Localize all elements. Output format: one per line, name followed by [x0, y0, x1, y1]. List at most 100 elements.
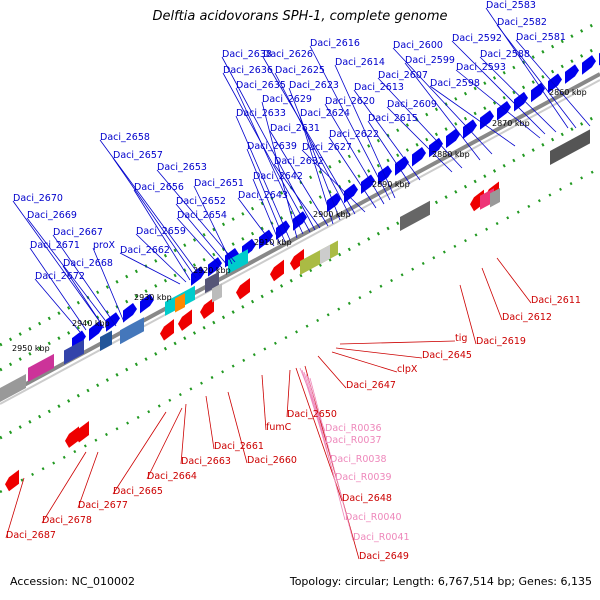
leader-line	[261, 101, 298, 239]
reverse-gene-arrow	[160, 319, 174, 341]
forward-gene-label: Daci_2657	[113, 150, 163, 161]
feature-block	[300, 240, 338, 275]
scale-tick-label: 2900 kbp	[313, 210, 351, 219]
leader-line	[156, 169, 236, 263]
forward-gene-arrow	[463, 119, 477, 139]
feature-block	[64, 339, 84, 365]
forward-gene-label: Daci_2582	[497, 17, 547, 28]
leader-line	[496, 257, 532, 304]
leader-line	[112, 157, 197, 279]
scale-tick-label: 2910 kbp	[254, 238, 292, 247]
forward-gene-arrow	[361, 174, 375, 195]
leader-line	[112, 411, 167, 495]
feature-block	[490, 188, 500, 208]
forward-gene-label: Daci_2588	[480, 49, 530, 60]
leader-line	[26, 217, 109, 325]
rna-gene-label: Daci_R0036	[325, 423, 382, 434]
reverse-gene-label: Daci_2677	[78, 500, 128, 511]
forward-gene-label: Daci_2643	[238, 190, 288, 201]
leader-line	[481, 267, 503, 321]
leader-line	[324, 103, 385, 205]
scale-tick-label: 2870 kbp	[492, 119, 530, 128]
leader-line	[176, 217, 223, 269]
forward-gene-label: Daci_2653	[157, 162, 207, 173]
rna-gene-label: Daci_R0037	[325, 435, 382, 446]
reverse-gene-label: Daci_2647	[346, 380, 396, 391]
forward-gene-arrow	[531, 82, 545, 103]
forward-gene-arrow	[123, 303, 137, 323]
forward-gene-label: Daci_2651	[194, 178, 244, 189]
leader-line	[252, 178, 281, 245]
leader-line	[227, 391, 248, 464]
forward-gene-label: Daci_2627	[302, 142, 352, 153]
forward-gene-label: Daci_2631	[270, 123, 320, 134]
topology-label: Topology: circular; Length: 6,767,514 bp…	[289, 575, 592, 588]
leader-line	[377, 77, 463, 169]
forward-gene-arrow	[446, 128, 460, 149]
forward-gene-arrow	[191, 266, 205, 286]
leader-line	[133, 189, 191, 281]
leader-line	[237, 197, 275, 247]
forward-gene-arrow	[548, 73, 562, 94]
leader-line	[262, 56, 356, 215]
forward-gene-arrow	[140, 293, 154, 314]
feature-block	[175, 293, 185, 313]
forward-gene-label: Daci_2598	[430, 78, 480, 89]
reverse-gene-label: Daci_2611	[531, 295, 581, 306]
leader-lines-layer	[5, 7, 591, 560]
forward-gene-label: Daci_2593	[456, 62, 506, 73]
forward-gene-arrow	[89, 321, 103, 341]
feature-block	[228, 249, 248, 274]
forward-gene-label: Daci_2635	[236, 80, 286, 91]
gene-labels-layer: 2860 kbp 2870 kbp 2880 kbp 2890 kbp 2900 kbp…	[6, 0, 587, 562]
genome-title: Delftia acidovorans SPH-1, complete geno…	[152, 9, 448, 24]
forward-gene-label: Daci_2623	[289, 80, 339, 91]
leader-line	[205, 395, 215, 450]
leader-line	[496, 24, 577, 129]
rna-gene-label: Daci_R0040	[345, 512, 402, 523]
forward-gene-arrow	[395, 156, 409, 176]
forward-gene-label: Daci_2622	[329, 129, 379, 140]
scale-tick-label: 2930 kbp	[134, 293, 172, 302]
leader-line	[235, 87, 304, 235]
leader-line	[193, 185, 233, 265]
leader-line	[62, 265, 105, 329]
forward-gene-label: Daci_2654	[177, 210, 227, 221]
reverse-gene-label: Daci_2678	[42, 515, 92, 526]
leader-line	[479, 56, 557, 133]
leader-line	[12, 200, 101, 323]
feature-block	[0, 373, 26, 402]
reverse-gene-label: clpX	[397, 364, 418, 375]
leader-line	[459, 284, 477, 345]
leader-line	[288, 87, 341, 221]
forward-gene-arrow	[344, 183, 358, 204]
scale-tick-label: 2940 kbp	[72, 319, 110, 328]
reverse-gene-arrow	[236, 278, 250, 300]
leader-line	[339, 340, 456, 345]
forward-gene-label: Daci_2668	[63, 258, 113, 269]
leader-line	[334, 64, 396, 199]
forward-gene-label: Daci_2662	[120, 245, 170, 256]
forward-gene-label: Daci_2633	[236, 108, 286, 119]
leader-line	[29, 247, 87, 331]
reverse-gene-arrow	[178, 309, 192, 331]
reverse-gene-label: Daci_2648	[342, 493, 392, 504]
leader-line	[301, 149, 366, 213]
scale-tick-label: 2950 kbp	[12, 344, 50, 353]
reverse-gene-label: Daci_2660	[247, 455, 297, 466]
leader-line	[367, 120, 411, 185]
forward-gene-label: proX	[93, 240, 116, 251]
forward-gene-label: Daci_2638	[222, 49, 272, 60]
leader-line	[404, 62, 481, 161]
leader-line	[34, 278, 81, 333]
forward-gene-label: Daci_2632	[274, 156, 324, 167]
reverse-gene-label: Daci_2612	[502, 312, 552, 323]
leader-line	[386, 106, 453, 173]
forward-gene-label: Daci_2669	[27, 210, 77, 221]
scale-tick-label: 2920 kbp	[193, 266, 231, 275]
leader-line	[135, 233, 187, 283]
leader-line	[451, 40, 546, 135]
feature-block	[205, 271, 219, 294]
reverse-gene-label: Daci_2645	[422, 350, 472, 361]
